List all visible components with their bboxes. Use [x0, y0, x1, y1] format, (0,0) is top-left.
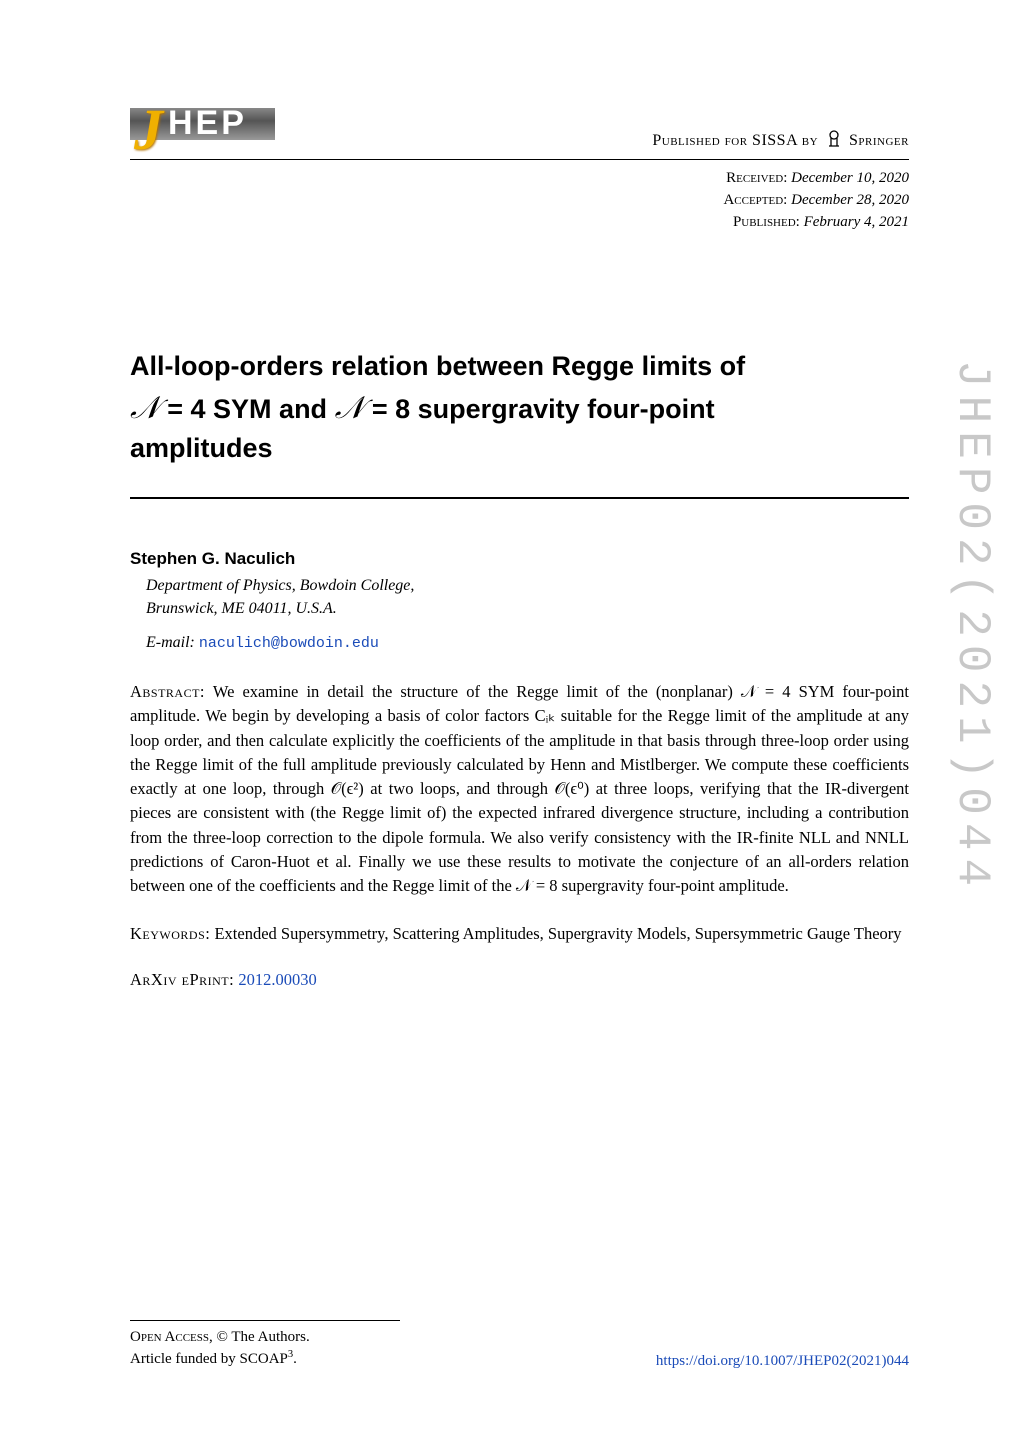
received-label: Received: — [726, 170, 787, 186]
footer: Open Access, © The Authors. Article fund… — [130, 1320, 909, 1370]
title-script-n1: 𝒩 — [130, 390, 160, 425]
arxiv-link[interactable]: 2012.00030 — [238, 970, 316, 989]
funded-pre: Article funded by SCOAP — [130, 1351, 288, 1367]
keywords-label: Keywords: — [130, 924, 210, 943]
jhep-logo: J HEP — [130, 100, 290, 150]
affiliation-line2: Brunswick, ME 04011, U.S.A. — [146, 600, 337, 617]
abstract-body: We examine in detail the structure of th… — [130, 682, 909, 895]
email-row: E-mail: naculich@bowdoin.edu — [146, 634, 909, 652]
paper-title: All-loop-orders relation between Regge l… — [130, 348, 909, 467]
springer-icon — [825, 128, 843, 153]
journal-side-label: JHEP02(2021)044 — [946, 360, 998, 894]
title-rule — [130, 497, 909, 499]
abstract-label: Abstract: — [130, 682, 205, 701]
open-access-label: Open Access — [130, 1329, 209, 1345]
published-value: February 4, 2021 — [804, 214, 909, 230]
logo-hep: HEP — [168, 104, 247, 143]
author-name: Stephen G. Naculich — [130, 549, 909, 569]
copyright-text: , © The Authors. — [209, 1329, 310, 1345]
title-eq2: = 8 supergravity four-point — [364, 394, 714, 424]
received-value: December 10, 2020 — [791, 170, 909, 186]
logo-j: J — [134, 96, 163, 163]
funded-post: . — [293, 1351, 297, 1367]
arxiv-label: ArXiv ePrint: — [130, 970, 234, 989]
title-line1: All-loop-orders relation between Regge l… — [130, 351, 745, 381]
header-rule — [130, 159, 909, 160]
title-eq1: = 4 SYM and — [160, 394, 335, 424]
keywords-block: Keywords: Extended Supersymmetry, Scatte… — [130, 922, 909, 946]
publisher-line: Published for SISSA by Springer — [652, 100, 909, 153]
title-script-n2: 𝒩 — [335, 390, 365, 425]
title-line3: amplitudes — [130, 433, 273, 463]
published-label: Published: — [733, 214, 800, 230]
header-row: J HEP Published for SISSA by Springer — [130, 100, 909, 153]
email-link[interactable]: naculich@bowdoin.edu — [199, 635, 379, 652]
affiliation-line1: Department of Physics, Bowdoin College, — [146, 577, 414, 594]
publisher-text: Published for SISSA by — [652, 132, 818, 149]
email-label: E-mail: — [146, 634, 195, 651]
accepted-value: December 28, 2020 — [791, 192, 909, 208]
doi-link[interactable]: https://doi.org/10.1007/JHEP02(2021)044 — [656, 1353, 909, 1370]
dates-block: Received: December 10, 2020 Accepted: De… — [130, 168, 909, 233]
footer-left: Open Access, © The Authors. Article fund… — [130, 1327, 310, 1370]
accepted-label: Accepted: — [723, 192, 787, 208]
keywords-body: Extended Supersymmetry, Scattering Ampli… — [214, 924, 901, 943]
publisher-name: Springer — [849, 132, 909, 149]
arxiv-block: ArXiv ePrint: 2012.00030 — [130, 970, 909, 990]
footer-rule — [130, 1320, 400, 1321]
affiliation: Department of Physics, Bowdoin College, … — [146, 575, 909, 620]
abstract-block: Abstract: We examine in detail the struc… — [130, 680, 909, 898]
